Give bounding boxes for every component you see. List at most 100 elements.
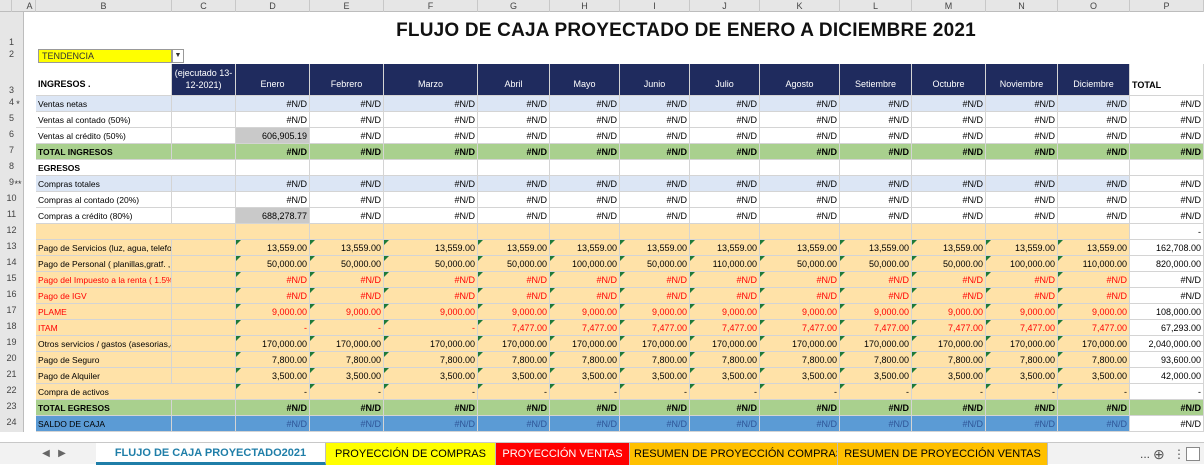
column-header-p[interactable]: P xyxy=(1130,0,1204,12)
value-cell[interactable]: #N/D xyxy=(690,96,760,112)
row-c-cell[interactable] xyxy=(172,368,236,384)
value-cell[interactable]: #N/D xyxy=(310,400,384,416)
value-cell[interactable]: 3,500.00 xyxy=(620,368,690,384)
value-cell[interactable]: #N/D xyxy=(690,208,760,224)
value-cell[interactable] xyxy=(986,224,1058,240)
value-cell[interactable]: #N/D xyxy=(236,288,310,304)
value-cell[interactable]: #N/D xyxy=(912,288,986,304)
value-cell[interactable]: 50,000.00 xyxy=(236,256,310,272)
total-cell[interactable]: #N/D xyxy=(1130,272,1204,288)
value-cell[interactable]: #N/D xyxy=(620,272,690,288)
value-cell[interactable]: #N/D xyxy=(912,128,986,144)
value-cell[interactable]: #N/D xyxy=(690,112,760,128)
value-cell[interactable]: #N/D xyxy=(384,96,478,112)
row-header[interactable]: 19 xyxy=(0,336,24,352)
row-header[interactable]: 24 xyxy=(0,416,24,432)
value-cell[interactable]: #N/D xyxy=(550,112,620,128)
value-cell[interactable]: 110,000.00 xyxy=(1058,256,1130,272)
value-cell[interactable]: #N/D xyxy=(310,208,384,224)
value-cell[interactable]: - xyxy=(690,384,760,400)
column-header-l[interactable]: L xyxy=(840,0,912,12)
value-cell[interactable]: #N/D xyxy=(550,192,620,208)
row-c-cell[interactable] xyxy=(172,176,236,192)
value-cell[interactable]: #N/D xyxy=(760,144,840,160)
value-cell[interactable]: - xyxy=(840,384,912,400)
value-cell[interactable]: 13,559.00 xyxy=(550,240,620,256)
value-cell[interactable]: 100,000.00 xyxy=(550,256,620,272)
value-cell[interactable]: - xyxy=(310,384,384,400)
row-c-cell[interactable] xyxy=(172,400,236,416)
value-cell[interactable]: #N/D xyxy=(912,272,986,288)
value-cell[interactable]: #N/D xyxy=(478,128,550,144)
value-cell[interactable]: 50,000.00 xyxy=(478,256,550,272)
value-cell[interactable]: 13,559.00 xyxy=(478,240,550,256)
total-cell[interactable]: #N/D xyxy=(1130,112,1204,128)
select-all-corner[interactable] xyxy=(0,0,12,12)
value-cell[interactable]: #N/D xyxy=(384,208,478,224)
row-header[interactable]: 4 xyxy=(0,96,24,112)
value-cell[interactable]: #N/D xyxy=(760,176,840,192)
row-header[interactable]: 18 xyxy=(0,320,24,336)
row-header[interactable]: 13 xyxy=(0,240,24,256)
value-cell[interactable]: 170,000.00 xyxy=(840,336,912,352)
value-cell[interactable]: 7,477.00 xyxy=(478,320,550,336)
row-c-cell[interactable] xyxy=(172,288,236,304)
value-cell[interactable]: #N/D xyxy=(912,144,986,160)
value-cell[interactable]: #N/D xyxy=(384,416,478,432)
column-header-d[interactable]: D xyxy=(236,0,310,12)
value-cell[interactable]: 9,000.00 xyxy=(986,304,1058,320)
value-cell[interactable] xyxy=(236,224,310,240)
total-cell[interactable]: #N/D xyxy=(1130,96,1204,112)
value-cell[interactable]: 13,559.00 xyxy=(384,240,478,256)
value-cell[interactable]: 50,000.00 xyxy=(384,256,478,272)
row-c-cell[interactable] xyxy=(172,128,236,144)
value-cell[interactable]: 13,559.00 xyxy=(690,240,760,256)
value-cell[interactable]: 7,800.00 xyxy=(840,352,912,368)
value-cell[interactable]: 9,000.00 xyxy=(760,304,840,320)
value-cell[interactable]: 170,000.00 xyxy=(384,336,478,352)
value-cell[interactable]: #N/D xyxy=(384,192,478,208)
column-header-j[interactable]: J xyxy=(690,0,760,12)
row-header[interactable]: 21 xyxy=(0,368,24,384)
value-cell[interactable] xyxy=(620,160,690,176)
value-cell[interactable]: 9,000.00 xyxy=(912,304,986,320)
value-cell[interactable]: #N/D xyxy=(912,400,986,416)
value-cell[interactable]: #N/D xyxy=(236,112,310,128)
value-cell[interactable]: #N/D xyxy=(310,144,384,160)
value-cell[interactable]: #N/D xyxy=(840,272,912,288)
value-cell[interactable]: #N/D xyxy=(986,288,1058,304)
row-c-cell[interactable] xyxy=(172,272,236,288)
value-cell[interactable] xyxy=(384,224,478,240)
value-cell[interactable]: #N/D xyxy=(690,400,760,416)
value-cell[interactable]: #N/D xyxy=(1058,96,1130,112)
total-cell[interactable]: #N/D xyxy=(1130,416,1204,432)
value-cell[interactable]: #N/D xyxy=(1058,176,1130,192)
value-cell[interactable]: #N/D xyxy=(1058,288,1130,304)
sheet-tab[interactable]: RESUMEN DE PROYECCIÓN VENTAS xyxy=(838,443,1048,465)
row-c-cell[interactable] xyxy=(172,240,236,256)
value-cell[interactable]: #N/D xyxy=(310,192,384,208)
value-cell[interactable]: 3,500.00 xyxy=(912,368,986,384)
value-cell[interactable]: #N/D xyxy=(986,208,1058,224)
value-cell[interactable] xyxy=(620,224,690,240)
value-cell[interactable]: #N/D xyxy=(690,288,760,304)
value-cell[interactable] xyxy=(912,160,986,176)
value-cell[interactable]: #N/D xyxy=(310,96,384,112)
row-header[interactable]: 6 xyxy=(0,128,24,144)
value-cell[interactable] xyxy=(840,160,912,176)
value-cell[interactable]: #N/D xyxy=(986,400,1058,416)
value-cell[interactable]: #N/D xyxy=(986,176,1058,192)
value-cell[interactable] xyxy=(690,160,760,176)
value-cell[interactable] xyxy=(550,160,620,176)
total-cell[interactable]: - xyxy=(1130,384,1204,400)
row-header[interactable]: 20 xyxy=(0,352,24,368)
value-cell[interactable]: 3,500.00 xyxy=(550,368,620,384)
value-cell[interactable]: #N/D xyxy=(478,208,550,224)
value-cell[interactable]: #N/D xyxy=(840,144,912,160)
value-cell[interactable]: 9,000.00 xyxy=(236,304,310,320)
column-header-m[interactable]: M xyxy=(912,0,986,12)
value-cell[interactable]: 7,800.00 xyxy=(690,352,760,368)
value-cell[interactable]: #N/D xyxy=(760,128,840,144)
value-cell[interactable]: 50,000.00 xyxy=(310,256,384,272)
